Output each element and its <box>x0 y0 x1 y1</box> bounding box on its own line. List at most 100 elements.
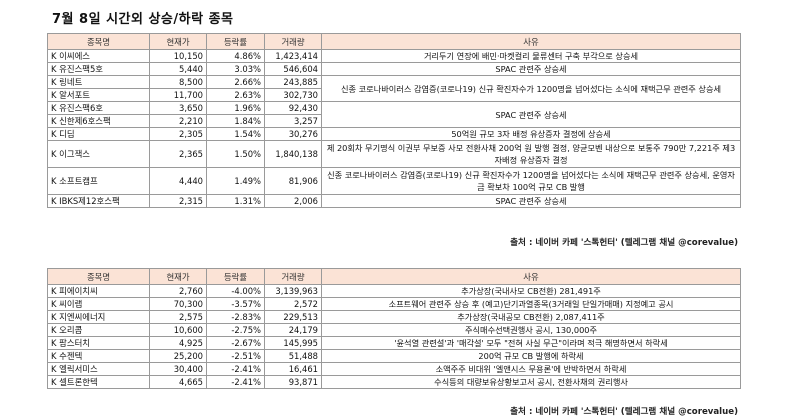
stock-volume: 3,139,963 <box>264 284 322 298</box>
stock-name: K 디딤 <box>47 127 150 141</box>
table-row: K 이그잭스 2,365 1.50% 1,840,138 제 20회차 무기명식… <box>47 140 741 168</box>
stock-price: 2,210 <box>149 114 207 128</box>
header-name: 종목명 <box>47 268 150 285</box>
stock-change: -2.83% <box>206 310 265 324</box>
stock-change: -2.51% <box>206 349 265 363</box>
stock-change: 1.50% <box>206 140 265 168</box>
stock-price: 2,365 <box>149 140 207 168</box>
stock-volume: 302,730 <box>264 88 322 102</box>
stock-volume: 1,840,138 <box>264 140 322 168</box>
stock-name: K 셀트론한텍 <box>47 375 150 389</box>
table-row: K IBKS제12호스팩 2,315 1.31% 2,006 SPAC 관련주 … <box>47 194 741 208</box>
table-row: K 소프트캠프 4,440 1.49% 81,906 신종 코로나바이러스 감염… <box>47 167 741 195</box>
stock-price: 10,150 <box>149 49 207 63</box>
stock-volume: 546,604 <box>264 62 322 76</box>
stock-price: 2,760 <box>149 284 207 298</box>
stock-name: K 엘릭서미스 <box>47 362 150 376</box>
stock-reason: 추가상장(국내공모 CB전환) 2,087,411주 <box>321 310 741 324</box>
stock-volume: 145,995 <box>264 336 322 350</box>
stock-volume: 81,906 <box>264 167 322 195</box>
table-row: K 지엔씨에너지 2,575 -2.83% 229,513 추가상장(국내공모 CB전환… <box>47 310 741 324</box>
table-row: K 셀트론한텍 4,665 -2.41% 93,871 수식등의 대량보유상황보고서 공… <box>47 375 741 389</box>
stock-change: -2.41% <box>206 375 265 389</box>
stock-volume: 1,423,414 <box>264 49 322 63</box>
stock-volume: 229,513 <box>264 310 322 324</box>
stock-name: K 수젠텍 <box>47 349 150 363</box>
stock-name: K 오리콤 <box>47 323 150 337</box>
table-row: K 알서포트 11,700 2.63% 302,730 <box>47 88 741 102</box>
stock-change: -2.41% <box>206 362 265 376</box>
stock-change: -4.00% <box>206 284 265 298</box>
stock-name: K 유진스팩5호 <box>47 62 150 76</box>
stock-change: -2.75% <box>206 323 265 337</box>
stock-reason: 수식등의 대량보유상황보고서 공시, 전환사채의 권리행사 <box>321 375 741 389</box>
header-name: 종목명 <box>47 33 150 50</box>
table-row: K 씨이랩 70,300 -3.57% 2,572 소프트웨어 관련주 상승 후 (예고… <box>47 297 741 311</box>
stock-name: K 이씨에스 <box>47 49 150 63</box>
header-price: 현재가 <box>149 33 207 50</box>
stock-name: K 유진스팩6호 <box>47 101 150 115</box>
stock-volume: 24,179 <box>264 323 322 337</box>
stock-change: 1.96% <box>206 101 265 115</box>
table-row: K 피에이치씨 2,760 -4.00% 3,139,963 추가상장(국내사모 CB전… <box>47 284 741 298</box>
stock-volume: 2,006 <box>264 194 322 208</box>
table-row: K 링네트 8,500 2.66% 243,885 신종 코로나바이러스 감염증… <box>47 75 741 102</box>
stock-reason: SPAC 관련주 상승세 <box>321 194 741 208</box>
stock-price: 4,440 <box>149 167 207 195</box>
table-row: K 수젠텍 25,200 -2.51% 51,488 200억 규모 CB 발행에 하락… <box>47 349 741 363</box>
stock-change: 2.66% <box>206 75 265 89</box>
table-row: K 이씨에스 10,150 4.86% 1,423,414 거리두기 연장에 배… <box>47 49 741 63</box>
stock-reason: 주식매수선택권행사 공시, 130,000주 <box>321 323 741 337</box>
fall-table: 종목명 현재가 등락률 거래량 사유 K 피에이치씨 2,760 -4.00% 3,1… <box>47 268 741 389</box>
table-row: K 유진스팩6호 3,650 1.96% 92,430 SPAC 관련주 상승세 <box>47 101 741 128</box>
table-row: K 유진스팩5호 5,440 3.03% 546,604 SPAC 관련주 상승… <box>47 62 741 76</box>
header-volume: 거래량 <box>264 33 322 50</box>
page-title: 7월 8일 시간외 상승/하락 종목 <box>52 12 234 27</box>
stock-name: K 팜스터치 <box>47 336 150 350</box>
stock-change: 4.86% <box>206 49 265 63</box>
stock-price: 8,500 <box>149 75 207 89</box>
stock-price: 4,925 <box>149 336 207 350</box>
source-credit: 출처 : 네이버 카페 '스톡헌터' (텔레그램 채널 @corevalue) <box>510 407 738 417</box>
stock-price: 30,400 <box>149 362 207 376</box>
stock-reason: 소액주주 비대위 '엘앤시스 무용론'에 반박하면서 하락세 <box>321 362 741 376</box>
stock-change: -2.67% <box>206 336 265 350</box>
stock-change: 1.49% <box>206 167 265 195</box>
stock-reason: 신종 코로나바이러스 감염증(코로나19) 신규 확진자수가 1200명을 넘어… <box>321 167 741 195</box>
stock-change: 1.54% <box>206 127 265 141</box>
stock-name: K 지엔씨에너지 <box>47 310 150 324</box>
stock-volume: 16,461 <box>264 362 322 376</box>
stock-reason: SPAC 관련주 상승세 <box>321 101 741 128</box>
table-row: K 엘릭서미스 30,400 -2.41% 16,461 소액주주 비대위 '엘앤시스 … <box>47 362 741 376</box>
table-row: K 팜스터치 4,925 -2.67% 145,995 '윤석열 관련설'과 '매각설'… <box>47 336 741 350</box>
stock-reason: 50억원 규모 3자 배정 유상증자 결정에 상승세 <box>321 127 741 141</box>
stock-volume: 3,257 <box>264 114 322 128</box>
header-reason: 사유 <box>321 268 741 285</box>
source-credit: 출처 : 네이버 카페 '스톡헌터' (텔레그램 채널 @corevalue) <box>510 238 738 248</box>
stock-change: 3.03% <box>206 62 265 76</box>
stock-name: K 링네트 <box>47 75 150 89</box>
header-volume: 거래량 <box>264 268 322 285</box>
stock-name: K IBKS제12호스팩 <box>47 194 150 208</box>
stock-volume: 243,885 <box>264 75 322 89</box>
stock-price: 2,315 <box>149 194 207 208</box>
stock-change: 1.84% <box>206 114 265 128</box>
stock-volume: 2,572 <box>264 297 322 311</box>
stock-price: 4,665 <box>149 375 207 389</box>
stock-name: K 피에이치씨 <box>47 284 150 298</box>
table-row: K 오리콤 10,600 -2.75% 24,179 주식매수선택권행사 공시, 130… <box>47 323 741 337</box>
stock-price: 5,440 <box>149 62 207 76</box>
stock-change: 1.31% <box>206 194 265 208</box>
stock-reason: 제 20회차 무기명식 이권부 무보증 사모 전환사채 200억 원 발행 결정… <box>321 140 741 168</box>
stock-price: 3,650 <box>149 101 207 115</box>
header-reason: 사유 <box>321 33 741 50</box>
stock-reason: 추가상장(국내사모 CB전환) 281,491주 <box>321 284 741 298</box>
fall-header-row: 종목명 현재가 등락률 거래량 사유 <box>47 268 741 285</box>
header-change: 등락률 <box>206 268 265 285</box>
rise-header-row: 종목명 현재가 등락률 거래량 사유 <box>47 33 741 50</box>
stock-reason: '윤석열 관련설'과 '매각설' 모두 "전혀 사실 무근"이라며 적극 해명하… <box>321 336 741 350</box>
stock-name: K 이그잭스 <box>47 140 150 168</box>
stock-name: K 알서포트 <box>47 88 150 102</box>
stock-volume: 92,430 <box>264 101 322 115</box>
stock-name: K 씨이랩 <box>47 297 150 311</box>
